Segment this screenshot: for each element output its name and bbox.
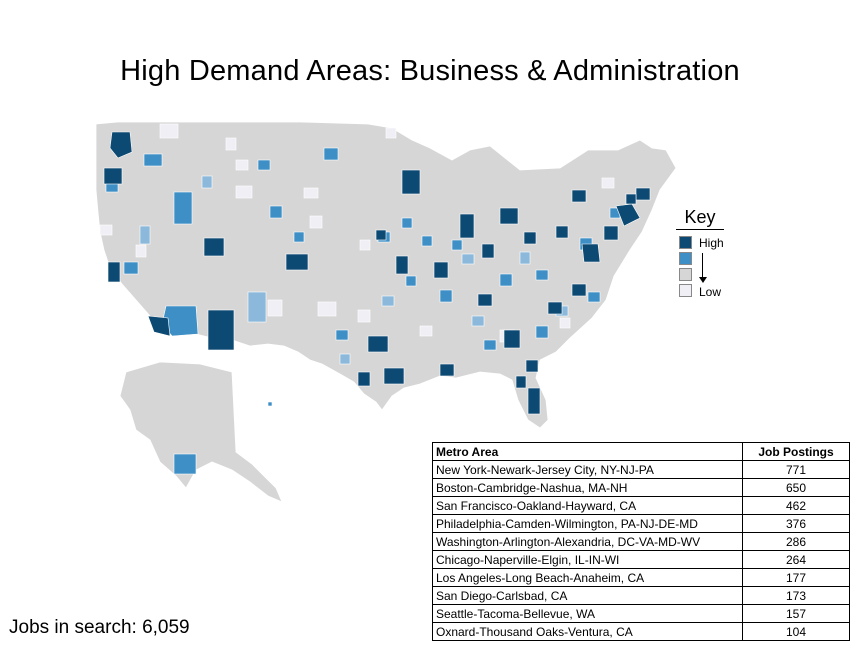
job-postings-cell: 177 <box>742 568 850 587</box>
table-row: Washington-Arlington-Alexandria, DC-VA-M… <box>432 532 850 551</box>
salt-lake-area <box>203 237 225 257</box>
high-demand-areas <box>103 131 651 415</box>
houston-area <box>383 367 405 385</box>
omaha-area <box>375 229 387 241</box>
portland-area <box>103 167 123 185</box>
metro-area-cell: San Diego-Carlsbad, CA <box>432 586 743 605</box>
los-angeles-area <box>147 315 171 337</box>
buffalo-area <box>571 189 587 203</box>
map-key: Key High Low <box>676 207 736 299</box>
table-row: New York-Newark-Jersey City, NY-NJ-PA 771 <box>432 460 850 479</box>
job-postings-cell: 462 <box>742 496 850 515</box>
detroit-area <box>499 207 519 225</box>
metro-area-cell: Oxnard-Thousand Oaks-Ventura, CA <box>432 622 743 641</box>
hartford-area <box>625 193 637 205</box>
indianapolis-area <box>481 243 495 259</box>
metro-area-cell: Seattle-Tacoma-Bellevue, WA <box>432 604 743 623</box>
low-demand-areas <box>99 123 615 343</box>
job-postings-cell: 286 <box>742 532 850 551</box>
washington-area <box>581 243 601 263</box>
denver-area <box>285 253 309 271</box>
st-louis-area <box>433 261 449 279</box>
alaska-land <box>119 361 283 503</box>
charlotte-area <box>547 301 563 315</box>
job-postings-cell: 264 <box>742 550 850 569</box>
new-orleans-area <box>439 363 455 377</box>
pittsburgh-area <box>555 225 569 239</box>
phoenix-area <box>207 309 235 351</box>
job-postings-cell: 104 <box>742 622 850 641</box>
metro-area-cell: Philadelphia-Camden-Wilmington, PA-NJ-DE… <box>432 514 743 533</box>
table-row: Seattle-Tacoma-Bellevue, WA 157 <box>432 604 850 623</box>
header-job-postings: Job Postings <box>742 442 850 461</box>
dallas-area <box>367 335 389 353</box>
key-swatch-low-mid <box>679 268 692 281</box>
table-row: Boston-Cambridge-Nashua, MA-NH 650 <box>432 478 850 497</box>
san-francisco-area <box>107 261 121 283</box>
key-low-label: Low <box>699 285 722 299</box>
metro-area-cell: Boston-Cambridge-Nashua, MA-NH <box>432 478 743 497</box>
table-row: Los Angeles-Long Beach-Anaheim, CA 177 <box>432 568 850 587</box>
job-postings-cell: 157 <box>742 604 850 623</box>
metro-job-postings-table: Metro Area Job Postings New York-Newark-… <box>432 442 850 641</box>
key-title: Key <box>676 207 724 230</box>
kansas-city-area <box>395 255 409 275</box>
table-row: Chicago-Naperville-Elgin, IL-IN-WI 264 <box>432 550 850 569</box>
key-arrow-line <box>702 253 703 279</box>
jobs-in-search-count: Jobs in search: 6,059 <box>9 617 190 638</box>
table-header-row: Metro Area Job Postings <box>432 442 850 461</box>
metro-area-cell: New York-Newark-Jersey City, NY-NJ-PA <box>432 460 743 479</box>
new-york-area <box>615 203 641 227</box>
miami-area <box>527 387 541 415</box>
key-high-label: High <box>699 236 724 250</box>
map-title: High Demand Areas: Business & Administra… <box>120 55 740 87</box>
table-row: Oxnard-Thousand Oaks-Ventura, CA 104 <box>432 622 850 641</box>
key-swatch-high <box>679 236 692 249</box>
raleigh-area <box>571 283 587 297</box>
nashville-area <box>477 293 493 307</box>
table-row: San Francisco-Oakland-Hayward, CA 462 <box>432 496 850 515</box>
table-row: Philadelphia-Camden-Wilmington, PA-NJ-DE… <box>432 514 850 533</box>
atlanta-area <box>503 329 521 349</box>
metro-area-cell: San Francisco-Oakland-Hayward, CA <box>432 496 743 515</box>
table-row: San Diego-Carlsbad, CA 173 <box>432 586 850 605</box>
job-postings-cell: 650 <box>742 478 850 497</box>
key-arrow-down-icon <box>699 277 707 283</box>
seattle-area <box>109 131 133 159</box>
job-postings-cell: 376 <box>742 514 850 533</box>
job-postings-cell: 173 <box>742 586 850 605</box>
job-postings-cell: 771 <box>742 460 850 479</box>
chicago-area <box>459 213 475 239</box>
metro-area-cell: Washington-Arlington-Alexandria, DC-VA-M… <box>432 532 743 551</box>
key-swatch-mid <box>679 252 692 265</box>
key-swatch-low <box>679 284 692 297</box>
philadelphia-area <box>603 225 619 241</box>
metro-area-cell: Chicago-Naperville-Elgin, IL-IN-WI <box>432 550 743 569</box>
orlando-area <box>525 359 539 373</box>
metro-area-cell: Los Angeles-Long Beach-Anaheim, CA <box>432 568 743 587</box>
header-metro-area: Metro Area <box>432 442 743 461</box>
minneapolis-area <box>401 169 421 195</box>
san-antonio-area <box>357 371 371 387</box>
boston-area <box>635 187 651 201</box>
columbus-area <box>523 231 537 245</box>
tampa-area <box>515 375 527 389</box>
